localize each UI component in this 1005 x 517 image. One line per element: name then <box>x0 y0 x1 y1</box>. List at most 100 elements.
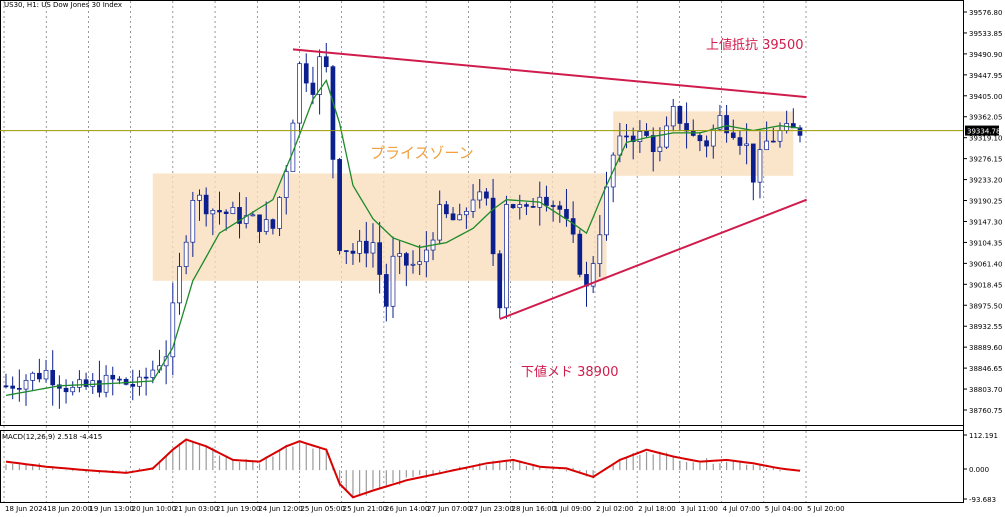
candle-body <box>203 194 209 215</box>
candle-body <box>50 369 56 386</box>
candle-body <box>377 242 382 275</box>
price-tick-label: 39061.40 <box>969 260 1002 268</box>
candle-body <box>630 135 636 142</box>
candle-body <box>183 241 189 267</box>
candle-body <box>750 143 756 183</box>
candle-body <box>550 205 556 207</box>
time-tick-label: 27 Jun 23:00 <box>469 505 513 513</box>
candle-body <box>130 384 136 387</box>
price-tick-label: 39533.85 <box>969 30 1002 38</box>
candle-body <box>63 387 69 393</box>
candle-body <box>637 131 643 142</box>
price-tick-label: 38803.70 <box>969 386 1002 394</box>
current-price-badge <box>965 125 999 136</box>
macd-plot-frame <box>0 430 964 503</box>
time-tick-label: 26 Jun 14:00 <box>385 505 429 513</box>
candle-body <box>210 210 216 215</box>
macd-tick-label: 112.191 <box>969 432 998 440</box>
candle-body <box>343 250 349 252</box>
time-tick-label: 19 Jun 13:00 <box>89 505 133 513</box>
macd-axis-ticks: 112.191 0.000 -93.683 <box>963 432 998 504</box>
macd-tick-label: 0.000 <box>969 466 989 474</box>
candle-body <box>530 206 536 208</box>
time-tick-label: 3 Jul 11:00 <box>680 505 718 513</box>
candle-body <box>323 56 329 68</box>
candle-body <box>117 378 122 381</box>
candle-body <box>303 63 309 84</box>
candle-body <box>390 255 396 307</box>
price-tick-label: 39147.30 <box>969 218 1002 226</box>
price-tick-label: 39447.95 <box>969 72 1002 80</box>
candle-body <box>604 186 609 236</box>
candle-body <box>764 140 769 151</box>
candle-body <box>223 211 229 214</box>
candle-body <box>450 213 456 221</box>
candle-body <box>317 56 322 95</box>
candle-body <box>10 385 16 389</box>
candle-body <box>797 127 803 136</box>
trendline-resistance <box>292 48 807 99</box>
candle-body <box>464 210 469 216</box>
candle-body <box>544 196 549 206</box>
candle-body <box>257 214 262 232</box>
trendline-support <box>499 198 808 320</box>
moving-average <box>5 78 801 397</box>
candle-body <box>230 207 236 214</box>
candle-body <box>417 261 423 265</box>
candle-body <box>650 135 656 152</box>
price-tick-label: 38760.75 <box>969 407 1002 415</box>
candle-body <box>263 219 269 232</box>
candle-body <box>150 369 156 378</box>
trendlines[interactable] <box>292 48 808 320</box>
candle-body <box>270 219 276 229</box>
candle-body <box>3 385 9 388</box>
annotation-resistance: 上値抵抗 39500 <box>706 37 804 53</box>
price-tick-label: 39490.90 <box>969 51 1002 59</box>
time-tick-label: 21 Jun 19:00 <box>216 505 260 513</box>
candle-body <box>737 137 743 146</box>
candle-body <box>757 149 763 183</box>
annotation-price-zone: プライスゾーン <box>370 144 474 162</box>
time-tick-label: 1 Jul 09:00 <box>554 505 592 513</box>
price-tick-label: 39362.05 <box>969 114 1002 122</box>
candle-body <box>684 123 689 132</box>
candle-body <box>657 146 663 152</box>
candle-body <box>97 380 102 393</box>
candle-body <box>17 387 22 390</box>
candle-body <box>397 253 402 257</box>
candle-body <box>470 199 476 212</box>
time-tick-label: 4 Jul 07:00 <box>723 505 761 513</box>
candle-body <box>37 372 42 380</box>
price-axis-ticks: 39576.80 39533.85 39490.90 39447.95 39405.00… <box>963 9 1002 415</box>
candle-body <box>277 197 282 229</box>
candle-body <box>77 379 82 388</box>
candle-body <box>490 197 496 255</box>
candle-body <box>504 204 509 309</box>
candle-body <box>484 191 489 199</box>
candle-body <box>710 128 716 147</box>
time-tick-label: 20 Jun 10:00 <box>132 505 176 513</box>
candle-body <box>644 131 649 136</box>
candle-body <box>724 115 729 134</box>
candle-body <box>704 140 709 147</box>
candle-body <box>697 135 703 142</box>
time-tick-label: 25 Jun 05:00 <box>300 505 344 513</box>
candlesticks <box>3 42 803 409</box>
time-tick-label: 28 Jun 16:00 <box>512 505 556 513</box>
price-tick-label: 39104.35 <box>969 239 1002 247</box>
price-tick-label: 38975.50 <box>969 302 1002 310</box>
current-price-line: 39334.78 <box>0 125 1000 136</box>
candle-body <box>590 263 596 287</box>
candle-body <box>770 140 776 143</box>
price-tick-label: 38846.65 <box>969 365 1002 373</box>
time-tick-label: 18 Jun 2024 <box>5 505 48 513</box>
annotation-support: 下値メド 38900 <box>521 364 619 380</box>
time-tick-label: 21 Jun 03:00 <box>174 505 218 513</box>
candle-body <box>370 242 376 254</box>
candle-body <box>404 253 409 266</box>
candle-body <box>237 207 242 224</box>
candle-body <box>217 210 222 213</box>
candle-body <box>670 106 676 127</box>
